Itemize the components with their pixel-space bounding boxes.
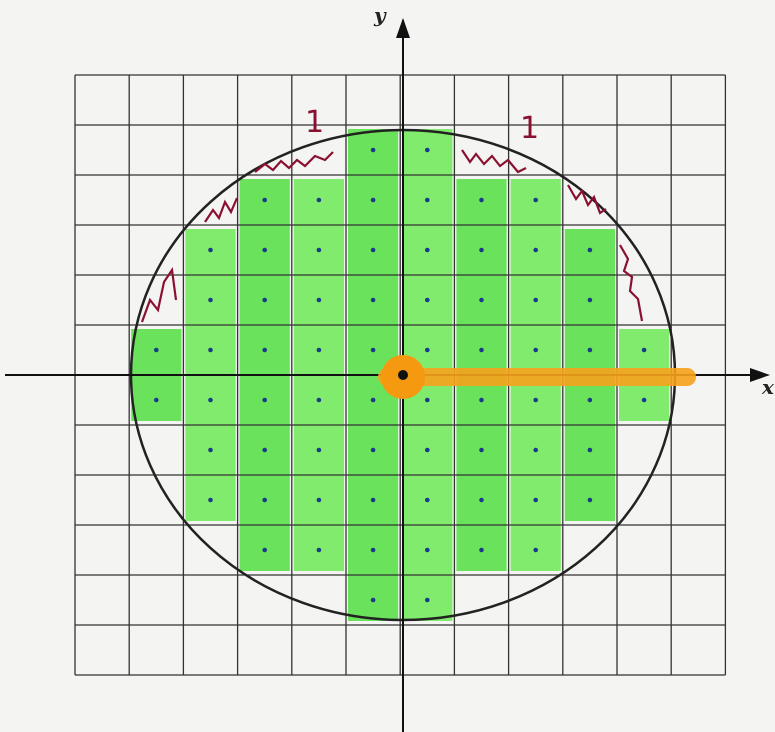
dot	[533, 248, 538, 253]
dot	[425, 198, 430, 203]
dot	[262, 398, 267, 403]
dot	[588, 398, 593, 403]
orange-stroke	[378, 368, 696, 386]
dot	[154, 348, 159, 353]
dot	[208, 498, 213, 503]
dot	[262, 298, 267, 303]
dot	[425, 498, 430, 503]
dot	[208, 298, 213, 303]
dot	[479, 248, 484, 253]
dot	[479, 398, 484, 403]
page: y x 1 1 (() => { const data = JSON.parse…	[0, 0, 775, 732]
y-label: y	[373, 3, 387, 27]
dot	[588, 498, 593, 503]
origin	[398, 370, 408, 380]
dot	[208, 348, 213, 353]
dot	[317, 248, 322, 253]
dot	[425, 398, 430, 403]
dot	[533, 548, 538, 553]
dot	[371, 198, 376, 203]
dot	[262, 548, 267, 553]
dot	[425, 448, 430, 453]
dot	[371, 598, 376, 603]
dot	[533, 498, 538, 503]
dot	[371, 498, 376, 503]
dot	[262, 348, 267, 353]
dot	[317, 298, 322, 303]
dot	[533, 348, 538, 353]
dot	[588, 298, 593, 303]
dot	[425, 248, 430, 253]
dot	[317, 398, 322, 403]
dot	[154, 398, 159, 403]
y-arrow	[396, 18, 410, 38]
graph-photo: y x 1 1	[0, 0, 775, 732]
dot	[371, 398, 376, 403]
dot	[425, 348, 430, 353]
dot	[479, 448, 484, 453]
dot	[479, 498, 484, 503]
dot	[208, 398, 213, 403]
dot	[533, 448, 538, 453]
dot	[588, 248, 593, 253]
dot	[533, 198, 538, 203]
dot	[317, 448, 322, 453]
dot	[479, 348, 484, 353]
dot	[425, 148, 430, 153]
dot	[425, 598, 430, 603]
dot	[533, 298, 538, 303]
dot	[479, 198, 484, 203]
dot	[533, 398, 538, 403]
dot	[479, 548, 484, 553]
dot	[262, 198, 267, 203]
dot	[479, 298, 484, 303]
dot	[208, 248, 213, 253]
dot	[262, 498, 267, 503]
dot	[642, 348, 647, 353]
x-label: x	[761, 375, 775, 399]
dot	[317, 498, 322, 503]
dot	[642, 398, 647, 403]
dot	[588, 348, 593, 353]
dot	[262, 248, 267, 253]
dot	[317, 348, 322, 353]
dot	[317, 198, 322, 203]
dot	[425, 548, 430, 553]
dot	[371, 548, 376, 553]
dot	[371, 248, 376, 253]
dot	[262, 448, 267, 453]
dot	[371, 348, 376, 353]
dot	[208, 448, 213, 453]
dot	[371, 448, 376, 453]
dot	[371, 298, 376, 303]
dot	[317, 548, 322, 553]
dot	[371, 148, 376, 153]
annotation: 1	[520, 111, 539, 146]
annotation: 1	[305, 105, 324, 140]
dot	[425, 298, 430, 303]
dot	[588, 448, 593, 453]
